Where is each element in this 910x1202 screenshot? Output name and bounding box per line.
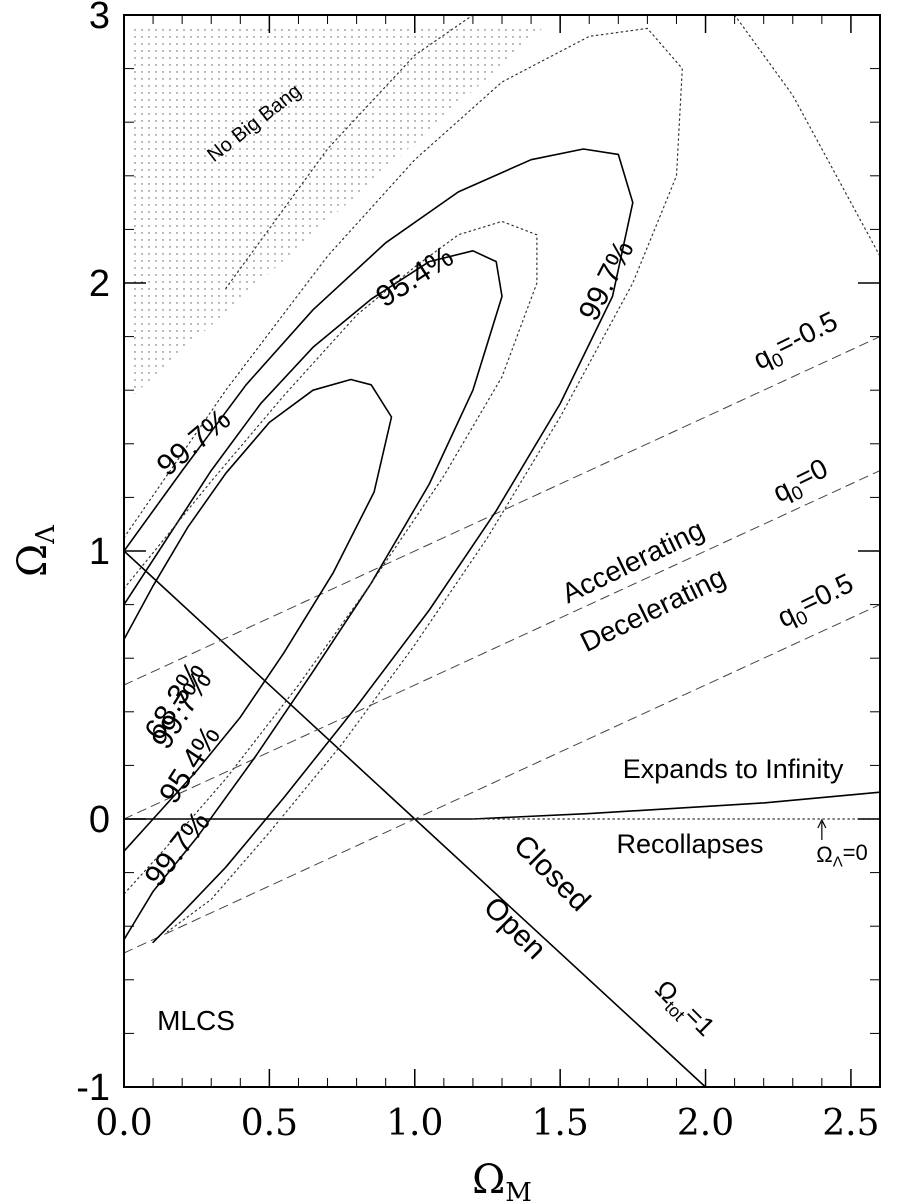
contour-label-99-7-upper: 99.7%: [151, 403, 237, 483]
arrow-layer: [817, 818, 827, 840]
y-tick-label: 2: [89, 263, 110, 305]
q0-minus-half-label: q0=-0.5: [747, 305, 845, 379]
series-solid-6: [123, 378, 393, 852]
omega-tot-label: Ωtot=1: [647, 972, 721, 1046]
closed-label: Closed: [507, 829, 596, 918]
y-axis-title: ΩΛ: [10, 524, 61, 577]
x-tick-label: 2.5: [822, 1103, 879, 1144]
contour-label-99-7-right: 99.7%: [573, 235, 641, 326]
plot-frame: [123, 14, 881, 1088]
no-big-bang-region: [132, 25, 546, 396]
q0-zero-label: q0=0: [767, 452, 836, 512]
open-label: Open: [477, 891, 552, 966]
labels-layer: 0.0 0.5 1.0 1.5 2.0 2.5 -1 0 1 2 3 ΩM ΩΛ: [10, 0, 880, 1202]
no-big-bang-dots: [132, 25, 546, 396]
y-tick-label: -1: [76, 1067, 110, 1109]
q0-half-label: q0=0.5: [771, 567, 861, 637]
series-solid-1: [123, 791, 881, 820]
y-tick-label: 1: [89, 531, 110, 573]
recollapses-label: Recollapses: [616, 829, 763, 859]
mlcs-label: MLCS: [157, 1005, 235, 1036]
omega-lambda-arrow-head: [817, 818, 827, 829]
series-dotted-10: [123, 27, 683, 933]
contour-label-95-4-upper: 95.4%: [370, 240, 459, 314]
x-tick-label: 2.0: [677, 1103, 734, 1144]
series-dashed-3: [123, 604, 881, 954]
series-dotted-9: [123, 220, 538, 895]
expands-to-infinity-label: Expands to Infinity: [623, 754, 844, 784]
x-tick-label: 1.0: [386, 1103, 443, 1144]
series-dashed-4: [123, 336, 881, 686]
x-tick-label: 0.5: [241, 1103, 298, 1144]
series-dotted-11: [225, 14, 474, 289]
series-layer: [123, 14, 881, 1088]
x-tick-label: 1.5: [532, 1103, 589, 1144]
series-dashed-2: [123, 470, 881, 820]
x-axis-title: ΩM: [472, 1157, 532, 1202]
series-solid-7: [123, 250, 503, 941]
x-tick-label: 0.0: [95, 1103, 152, 1144]
y-tick-label: 3: [89, 0, 110, 37]
series-dotted-12: [734, 14, 881, 257]
series-solid-8: [123, 148, 634, 944]
omega-lambda-zero-label: ΩΛ=0: [816, 840, 868, 871]
y-tick-label: 0: [89, 799, 110, 841]
